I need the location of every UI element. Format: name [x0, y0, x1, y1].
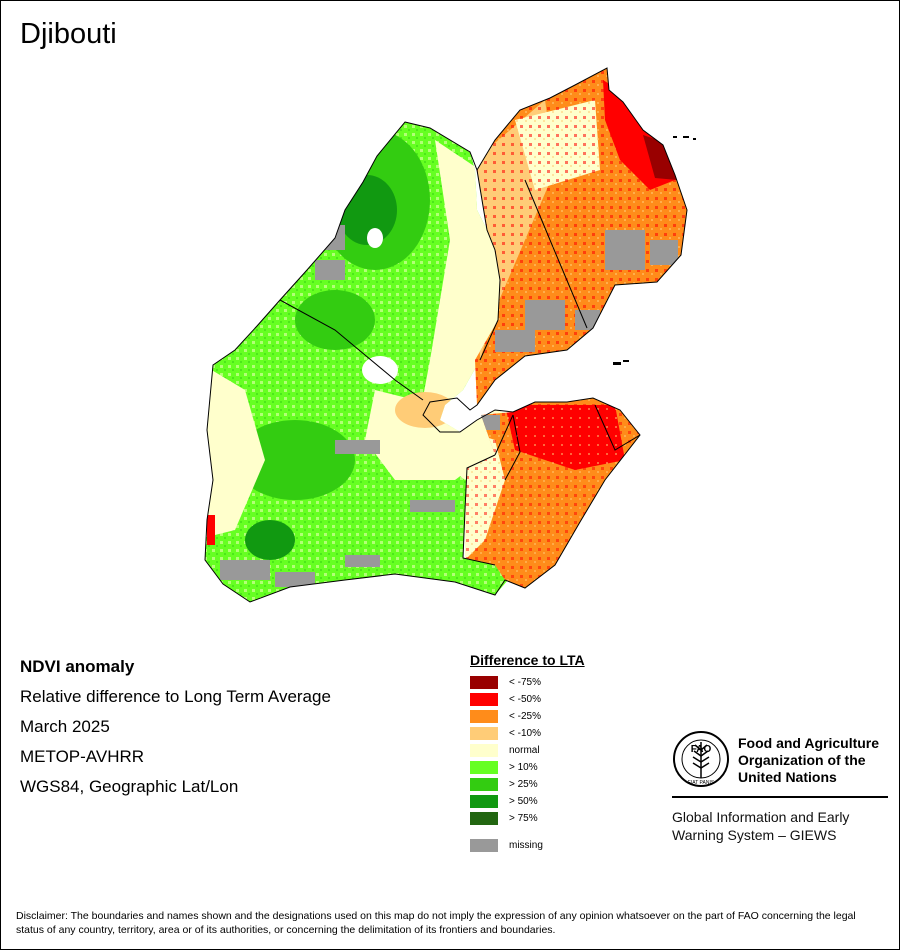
legend-item: < -75%: [470, 674, 585, 691]
giews-line: Warning System – GIEWS: [672, 827, 837, 843]
legend-swatch: [470, 744, 498, 757]
legend-item: < -50%: [470, 691, 585, 708]
info-sensor: METOP-AVHRR: [20, 747, 145, 766]
fao-divider: [672, 796, 888, 798]
legend-label: > 75%: [509, 813, 538, 824]
legend-item: > 50%: [470, 793, 585, 810]
fao-name: Food and Agriculture Organization of the…: [738, 735, 879, 786]
legend-rows: < -75% < -50% < -25% < -10% normal > 10% > 25%…: [470, 674, 585, 827]
info-date: March 2025: [20, 717, 110, 736]
giews-line: Global Information and Early: [672, 809, 850, 825]
legend-label: < -75%: [509, 677, 541, 688]
legend-swatch-missing: [470, 839, 498, 852]
info-subtitle: Relative difference to Long Term Average: [20, 687, 331, 706]
legend-swatch: [470, 693, 498, 706]
legend-swatch: [470, 812, 498, 825]
legend-swatch: [470, 761, 498, 774]
boundaries: [204, 67, 688, 603]
fao-name-line: United Nations: [738, 769, 837, 785]
country-title: Djibouti: [20, 18, 117, 50]
legend-item-missing: missing: [470, 837, 585, 854]
legend-title: Difference to LTA: [470, 652, 585, 668]
legend-label: < -10%: [509, 728, 541, 739]
info-title: NDVI anomaly: [20, 657, 135, 676]
legend-swatch: [470, 676, 498, 689]
northeast-region: [475, 68, 687, 405]
legend-item: > 10%: [470, 759, 585, 776]
map-info: NDVI anomaly Relative difference to Long…: [20, 656, 331, 806]
islands: [613, 136, 696, 365]
legend-swatch: [470, 727, 498, 740]
legend-label-missing: missing: [509, 840, 543, 851]
legend-item: < -10%: [470, 725, 585, 742]
fao-emblem-icon: FAO FIAT PANIS: [673, 731, 729, 787]
fao-name-line: Food and Agriculture: [738, 735, 880, 751]
disclaimer: Disclaimer: The boundaries and names sho…: [16, 910, 856, 936]
legend-label: > 10%: [509, 762, 538, 773]
legend: Difference to LTA < -75% < -50% < -25% < -1…: [470, 652, 585, 854]
legend-label: normal: [509, 745, 540, 756]
legend-label: > 25%: [509, 779, 538, 790]
legend-item: > 75%: [470, 810, 585, 827]
fao-emblem-letters: FAO: [691, 744, 712, 755]
legend-item: normal: [470, 742, 585, 759]
legend-swatch: [470, 710, 498, 723]
legend-swatch: [470, 795, 498, 808]
legend-label: > 50%: [509, 796, 538, 807]
info-projection: WGS84, Geographic Lat/Lon: [20, 777, 239, 796]
legend-swatch: [470, 778, 498, 791]
legend-item: < -25%: [470, 708, 585, 725]
fao-logo-block: FAO FIAT PANIS Food and Agriculture Orga…: [672, 730, 888, 844]
legend-item: > 25%: [470, 776, 585, 793]
fao-name-line: Organization of the: [738, 752, 866, 768]
fao-emblem-motto: FIAT PANIS: [688, 780, 715, 786]
legend-label: < -25%: [509, 711, 541, 722]
ndvi-map: [204, 67, 696, 603]
legend-label: < -50%: [509, 694, 541, 705]
giews-name: Global Information and Early Warning Sys…: [672, 808, 888, 844]
